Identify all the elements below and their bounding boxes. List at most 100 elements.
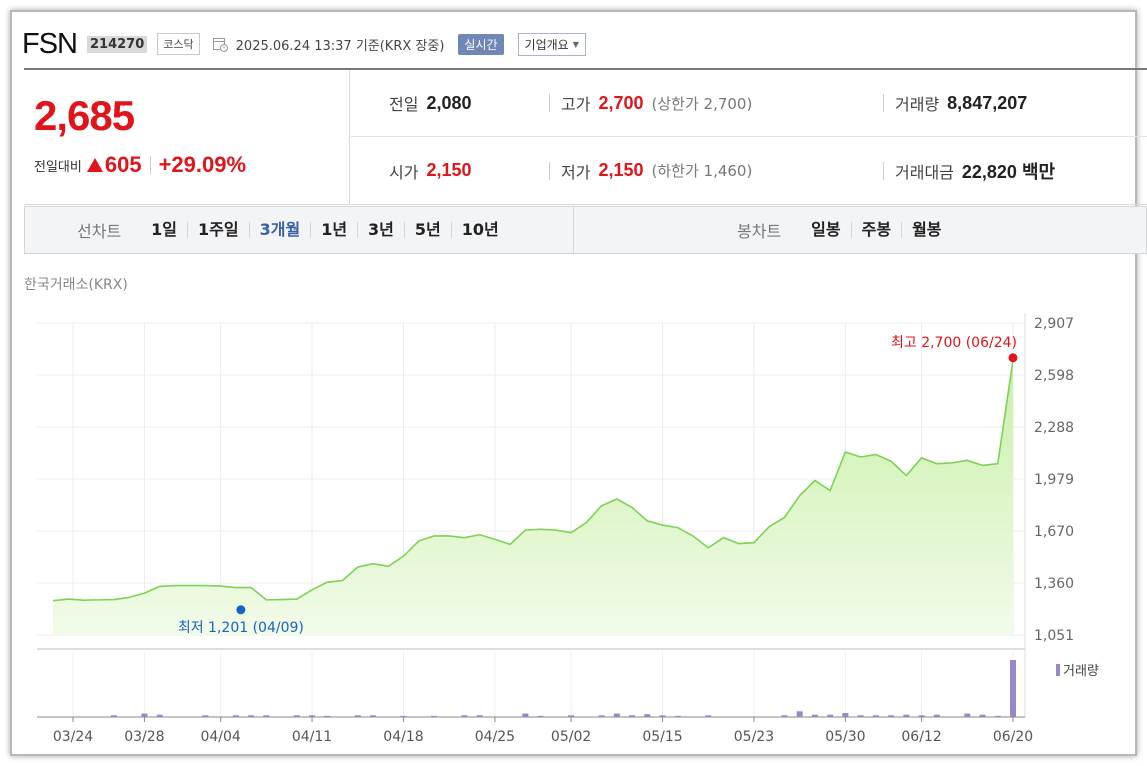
period-1y[interactable]: 1년 <box>310 222 357 238</box>
stats-row: 시가 2,150 저가 2,150 (하한가 1,460) 거래대금 22,82… <box>351 137 1147 204</box>
realtime-button[interactable]: 실시간 <box>458 33 504 55</box>
stat-high: 고가 2,700 (상한가 2,700) <box>561 91 752 115</box>
prev-close-label: 전일 <box>389 95 419 114</box>
x-tick-label: 05/23 <box>734 729 774 745</box>
period-1d[interactable]: 1일 <box>151 220 178 239</box>
volume-bar <box>232 715 239 717</box>
stock-header: FSN 214270 코스닥 2025.06.24 13:37 기준(KRX 장… <box>22 26 586 62</box>
price-stats: 전일 2,080 고가 2,700 (상한가 2,700) 거래량 8,847,… <box>351 70 1147 205</box>
volume-bar <box>461 715 468 717</box>
volume-bar <box>918 715 925 717</box>
period-divider <box>573 207 574 253</box>
separator <box>883 94 884 112</box>
candle-chart-label: 봉차트 <box>737 222 782 241</box>
volume-bar <box>705 715 712 717</box>
high-label: 고가 <box>561 95 591 114</box>
stat-turnover: 거래대금 22,820 백만 <box>895 158 1055 184</box>
high-annotation: 최고 2,700 (06/24) <box>891 335 1017 351</box>
period-5y[interactable]: 5년 <box>403 222 451 238</box>
volume-bar <box>872 715 879 717</box>
candle-weekly[interactable]: 주봉 <box>850 222 901 238</box>
high-value: 2,700 <box>598 92 644 113</box>
x-tick-label: 04/25 <box>475 729 515 745</box>
volume-bar <box>811 714 818 717</box>
volume-legend-swatch <box>1056 664 1060 676</box>
header-divider <box>24 68 1147 70</box>
stats-row: 전일 2,080 고가 2,700 (상한가 2,700) 거래량 8,847,… <box>351 70 1147 137</box>
quote-datetime: 2025.06.24 13:37 기준(KRX 장중) <box>235 38 445 54</box>
separator <box>883 161 884 180</box>
volume-bar <box>370 715 376 717</box>
volume-bar <box>842 713 849 717</box>
line-chart-label: 선차트 <box>77 222 122 241</box>
y-tick-label: 2,598 <box>1034 368 1074 384</box>
volume-bar <box>629 715 636 717</box>
turnover-label: 거래대금 <box>895 162 954 182</box>
y-tick-label: 2,907 <box>1034 316 1074 332</box>
volume-bar <box>598 715 605 717</box>
separator <box>149 156 151 174</box>
volume-bar <box>324 715 331 717</box>
volume-bar <box>888 715 895 717</box>
period-10y[interactable]: 10년 <box>450 222 509 238</box>
ticker-code: 214270 <box>87 35 148 53</box>
change-row: 전일대비 605 +29.09% <box>34 152 246 178</box>
upper-limit: (상한가 2,700) <box>651 94 753 113</box>
volume-bar <box>903 714 910 717</box>
open-value: 2,150 <box>426 160 472 180</box>
prev-close-value: 2,080 <box>426 92 472 113</box>
candle-daily[interactable]: 일봉 <box>811 220 841 239</box>
low-value: 2,150 <box>598 160 644 180</box>
volume-bar <box>430 715 437 717</box>
change-label: 전일대비 <box>34 159 82 175</box>
volume-bar <box>263 715 270 717</box>
y-tick-label: 1,051 <box>1034 628 1074 644</box>
volume-bar <box>674 715 681 717</box>
low-marker <box>236 605 246 615</box>
candle-chart-periods: 봉차트 일봉 주봉 월봉 <box>737 207 952 253</box>
y-tick-label: 1,360 <box>1034 576 1074 592</box>
volume-bar <box>979 714 986 717</box>
x-tick-label: 04/18 <box>383 729 423 745</box>
y-tick-label: 1,670 <box>1034 524 1074 540</box>
current-price: 2,685 <box>34 92 135 139</box>
up-triangle-icon <box>86 158 103 172</box>
lower-limit: (하한가 1,460) <box>651 162 753 180</box>
price-area <box>53 360 1013 635</box>
ticker-name: FSN <box>22 27 78 60</box>
x-tick-label: 05/15 <box>642 729 682 745</box>
company-overview-button[interactable]: 기업개요 ▼ <box>517 32 586 56</box>
low-label: 저가 <box>561 162 591 182</box>
x-tick-label: 04/11 <box>292 729 332 745</box>
volume-value: 8,847,207 <box>947 92 1028 113</box>
volume-bar <box>309 715 316 717</box>
separator <box>549 161 550 180</box>
market-badge: 코스닥 <box>157 33 200 55</box>
volume-legend-label: 거래량 <box>1063 664 1099 679</box>
period-1w[interactable]: 1주일 <box>187 222 249 238</box>
y-tick-label: 2,288 <box>1034 420 1074 436</box>
x-tick-label: 05/02 <box>551 729 591 745</box>
stat-open: 시가 2,150 <box>389 159 472 183</box>
volume-bar <box>994 715 1001 717</box>
volume-bar <box>796 711 803 717</box>
exchange-label: 한국거래소(KRX) <box>24 277 128 293</box>
volume-bar <box>248 715 255 717</box>
volume-bar <box>400 715 407 717</box>
volume-bar <box>659 715 666 717</box>
volume-bar <box>476 715 483 717</box>
volume-bar <box>293 715 300 717</box>
period-3m[interactable]: 3개월 <box>248 222 311 238</box>
volume-bar <box>141 713 148 717</box>
volume-bar <box>1010 660 1016 717</box>
open-label: 시가 <box>389 162 419 182</box>
volume-bar <box>354 715 361 717</box>
volume-bar <box>613 713 620 717</box>
volume-bar <box>781 715 788 717</box>
candle-monthly[interactable]: 월봉 <box>901 222 951 238</box>
volume-bar <box>964 713 971 717</box>
change-amount: 605 <box>104 152 142 177</box>
y-tick-label: 1,979 <box>1034 472 1074 488</box>
period-3y[interactable]: 3년 <box>357 222 404 238</box>
